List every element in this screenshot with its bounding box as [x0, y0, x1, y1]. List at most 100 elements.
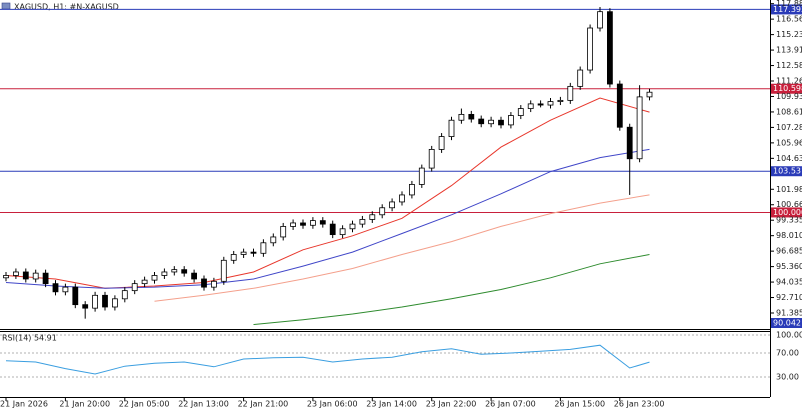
- level-label: 100.000: [773, 208, 802, 217]
- candle-body: [527, 103, 534, 109]
- y-tick-label: 107.285: [776, 123, 802, 132]
- candle-body: [517, 108, 524, 116]
- candle-body: [478, 118, 485, 125]
- candle-body: [577, 69, 584, 87]
- x-tick-label: 22 Jan 13:00: [178, 400, 229, 409]
- level-label: 90.042: [773, 319, 801, 328]
- candle-body: [636, 96, 643, 160]
- candle-body: [597, 11, 603, 29]
- candle-body: [349, 223, 356, 230]
- candle-body: [240, 251, 247, 255]
- rsi-line: [5, 344, 650, 375]
- level-label-bg: [771, 83, 802, 94]
- candle-body: [3, 275, 9, 279]
- candle-body: [181, 269, 188, 274]
- y-tick-label: 109.935: [776, 92, 802, 101]
- x-tick-label: 26 Jan 07:00: [485, 400, 536, 409]
- y-tick-label: 92.710: [776, 293, 802, 302]
- candle-body: [458, 113, 465, 121]
- moving-average: [5, 148, 650, 289]
- moving-average: [154, 194, 650, 302]
- x-tick-label: 21 Jan 2026: [0, 400, 48, 409]
- candle-body: [201, 278, 207, 288]
- candle-body: [92, 294, 98, 309]
- candle-body: [12, 271, 19, 276]
- candle-body: [210, 280, 217, 288]
- candle-body: [418, 167, 425, 185]
- candle-body: [587, 27, 593, 71]
- y-tick-label: 113.910: [776, 46, 802, 55]
- candle-body: [300, 222, 306, 226]
- candle-body: [389, 201, 396, 209]
- rsi-tick-label: 70.00: [776, 349, 799, 358]
- candle-body: [567, 85, 574, 101]
- candle-body: [280, 226, 287, 238]
- rsi-tick-label: 30.00: [776, 373, 799, 382]
- y-tick-label: 117.885: [776, 0, 802, 8]
- x-tick-label: 23 Jan 06:00: [307, 400, 358, 409]
- candle-body: [646, 91, 653, 98]
- y-tick-label: 101.985: [776, 185, 802, 194]
- candle-body: [557, 99, 564, 102]
- candle-body: [537, 103, 544, 106]
- candle-body: [191, 272, 198, 280]
- main-pane: 117.393 110.598 103.531 100.000 90.042: [0, 4, 802, 328]
- x-tick-label: 22 Jan 05:00: [119, 400, 170, 409]
- candle-body: [616, 83, 623, 128]
- candle-body: [121, 290, 128, 300]
- candle-body: [62, 286, 69, 293]
- y-tick-label: 99.335: [776, 216, 802, 225]
- candle-body: [171, 269, 178, 273]
- candle-body: [260, 242, 267, 254]
- candle-body: [42, 272, 49, 285]
- candle-body: [131, 283, 138, 292]
- y-tick-label: 98.010: [776, 231, 802, 240]
- candle-body: [339, 228, 346, 236]
- candle-body: [72, 286, 79, 306]
- y-tick-label: 116.560: [776, 15, 802, 24]
- candle-body: [141, 279, 148, 285]
- rsi-tick-label: 100.00: [776, 331, 802, 340]
- candle-body: [32, 272, 39, 280]
- candle-body: [428, 149, 435, 169]
- candle-body: [22, 271, 29, 280]
- moving-average: [253, 254, 650, 325]
- level-label-bg: [771, 166, 802, 177]
- candle-body: [626, 126, 633, 160]
- candle-body: [230, 254, 237, 261]
- candle-body: [319, 220, 326, 225]
- y-tick-label: 115.235: [776, 30, 802, 39]
- rsi-label: RSI(14) 54.91: [2, 334, 57, 343]
- x-tick-label: 23 Jan 14:00: [366, 400, 417, 409]
- candle-body: [161, 271, 168, 276]
- candle-body: [102, 294, 108, 308]
- rsi-pane: 100.00 70.00 30.00 RSI(14) 54.91: [0, 331, 802, 382]
- level-label-bg: [771, 4, 802, 15]
- y-tick-label: 100.660: [776, 200, 802, 209]
- y-tick-label: 94.035: [776, 278, 802, 287]
- candle-body: [309, 220, 316, 226]
- candle-body: [468, 113, 475, 120]
- y-tick-label: 111.260: [776, 77, 802, 86]
- y-tick-label: 112.585: [776, 61, 802, 70]
- level-label: 103.531: [773, 167, 802, 176]
- candle-body: [329, 223, 336, 236]
- x-tick-label: 21 Jan 20:00: [59, 400, 110, 409]
- x-tick-label: 23 Jan 22:00: [426, 400, 477, 409]
- y-tick-label: 108.610: [776, 107, 802, 116]
- candle-body: [448, 119, 455, 137]
- candle-body: [498, 119, 504, 126]
- candle-body: [547, 101, 554, 106]
- candle-body: [438, 136, 445, 150]
- level-label: 110.598: [773, 84, 802, 93]
- candle-body: [607, 11, 613, 85]
- y-tick-label: 95.360: [776, 262, 802, 271]
- y-tick-label: 105.960: [776, 138, 802, 147]
- y-tick-label: 96.685: [776, 247, 802, 256]
- candle-body: [488, 119, 495, 125]
- candle-body: [270, 236, 277, 244]
- candle-body: [399, 194, 405, 203]
- y-tick-label: 91.385: [776, 309, 802, 318]
